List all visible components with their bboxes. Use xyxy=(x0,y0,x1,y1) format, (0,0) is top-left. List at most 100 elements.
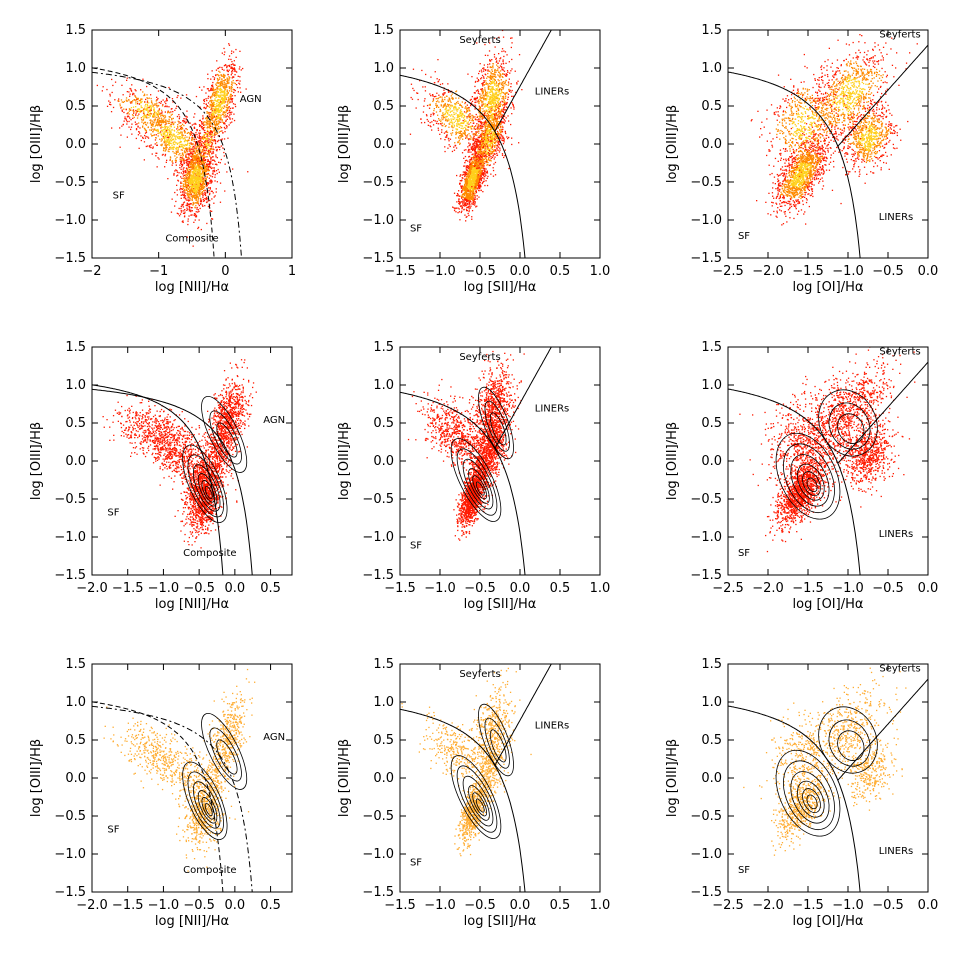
scatter-point xyxy=(477,185,480,187)
scatter-point xyxy=(228,44,231,46)
scatter-point xyxy=(409,133,412,135)
scatter-point xyxy=(211,84,214,86)
scatter-point xyxy=(184,185,186,187)
region-label-agn: AGN xyxy=(240,94,262,105)
scatter-point xyxy=(500,103,502,106)
scatter-point xyxy=(471,153,473,156)
scatter-point xyxy=(210,162,212,164)
scatter-point xyxy=(176,171,179,173)
scatter-point xyxy=(125,97,128,99)
scatter-point xyxy=(201,184,203,186)
scatter-point xyxy=(214,124,216,126)
scatter-point xyxy=(438,106,440,108)
scatter-point xyxy=(203,137,205,139)
scatter-point xyxy=(162,99,164,101)
scatter-point xyxy=(221,91,223,93)
scatter-point xyxy=(209,123,211,125)
scatter-point xyxy=(188,150,190,152)
scatter-point xyxy=(472,134,474,136)
scatter-point xyxy=(194,174,197,177)
scatter-point xyxy=(210,123,212,125)
scatter-point xyxy=(140,139,142,142)
scatter-point xyxy=(200,193,203,195)
scatter-point xyxy=(185,121,187,124)
scatter-point xyxy=(184,135,186,137)
scatter-point xyxy=(188,177,190,180)
scatter-point xyxy=(127,115,129,117)
scatter-point xyxy=(458,120,460,122)
scatter-point xyxy=(179,164,181,166)
scatter-point xyxy=(210,179,212,181)
scatter-point xyxy=(164,124,166,126)
scatter-point xyxy=(423,105,425,107)
scatter-point xyxy=(213,159,215,161)
scatter-point xyxy=(176,96,178,99)
scatter-point xyxy=(185,159,188,161)
scatter-point xyxy=(202,149,204,151)
scatter-point xyxy=(171,117,173,120)
scatter-point xyxy=(180,191,182,193)
scatter-point xyxy=(210,105,212,107)
scatter-point xyxy=(199,171,201,174)
scatter-point xyxy=(144,132,147,134)
scatter-point xyxy=(179,146,181,148)
scatter-point xyxy=(214,131,216,133)
scatter-point xyxy=(234,103,236,106)
scatter-point xyxy=(480,141,482,143)
scatter-point xyxy=(212,167,214,169)
scatter-point xyxy=(478,111,480,113)
scatter-point xyxy=(199,136,202,138)
scatter-point xyxy=(172,147,174,149)
scatter-point xyxy=(478,132,480,134)
scatter-point xyxy=(203,100,206,102)
scatter-point xyxy=(124,118,126,120)
scatter-point xyxy=(181,146,183,148)
scatter-point xyxy=(218,109,220,111)
scatter-point xyxy=(148,110,151,112)
scatter-point xyxy=(194,198,196,200)
scatter-point xyxy=(204,193,206,195)
scatter-point xyxy=(191,207,193,209)
scatter-point xyxy=(188,157,190,159)
scatter-point xyxy=(109,93,111,95)
scatter-point xyxy=(199,195,201,197)
scatter-point xyxy=(206,176,208,178)
scatter-point xyxy=(145,109,147,111)
scatter-point xyxy=(205,198,207,201)
scatter-point xyxy=(207,167,209,169)
scatter-point xyxy=(231,72,233,74)
scatter-point xyxy=(216,77,219,80)
scatter-point xyxy=(201,151,204,153)
scatter-point xyxy=(126,121,128,123)
scatter-point xyxy=(190,194,192,196)
scatter-point xyxy=(160,140,162,142)
scatter-point xyxy=(497,62,499,64)
scatter-point xyxy=(224,64,227,66)
scatter-point xyxy=(140,101,143,104)
scatter-point xyxy=(201,186,204,189)
scatter-point xyxy=(132,100,134,102)
scatter-point xyxy=(176,170,178,172)
scatter-point xyxy=(215,69,218,71)
scatter-point xyxy=(141,98,143,100)
scatter-point xyxy=(175,161,177,164)
scatter-point xyxy=(145,124,148,126)
scatter-point xyxy=(221,107,223,110)
scatter-point xyxy=(511,37,513,39)
scatter-point xyxy=(214,126,216,128)
scatter-point xyxy=(210,78,212,80)
scatter-point xyxy=(230,74,232,76)
scatter-point xyxy=(217,94,220,97)
scatter-point xyxy=(225,119,227,121)
scatter-point xyxy=(195,166,197,168)
scatter-point xyxy=(210,166,212,168)
scatter-point xyxy=(228,43,230,45)
scatter-point xyxy=(492,125,494,127)
scatter-point xyxy=(163,147,165,149)
scatter-point xyxy=(161,143,163,145)
scatter-point xyxy=(445,115,447,118)
scatter-point xyxy=(222,101,224,104)
scatter-point xyxy=(465,166,468,168)
scatter-point xyxy=(207,159,209,161)
scatter-point xyxy=(494,139,496,141)
